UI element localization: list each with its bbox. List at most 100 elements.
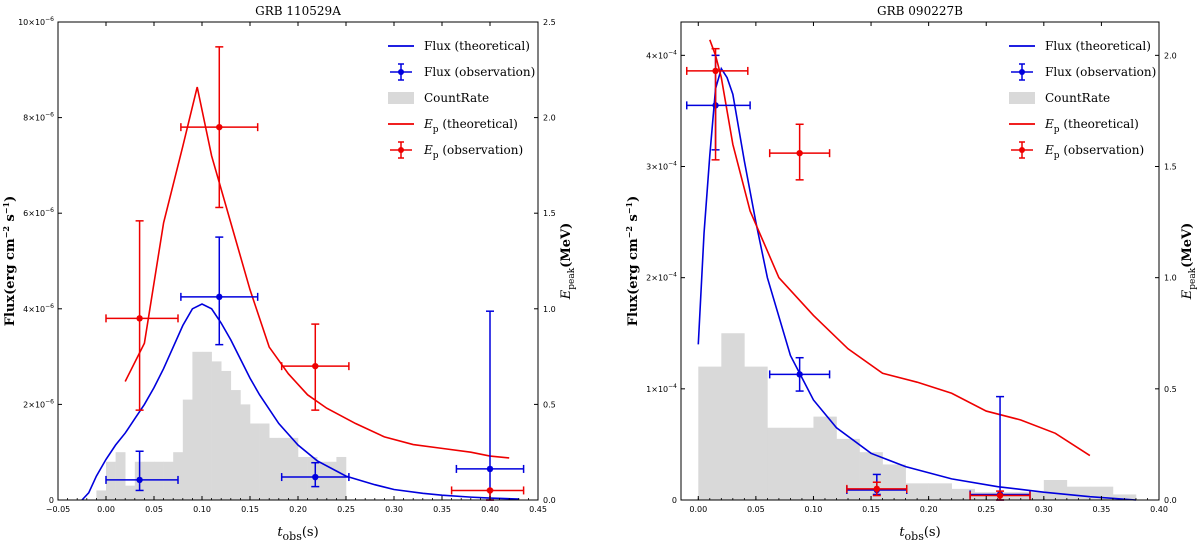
chart-title: GRB 110529A bbox=[255, 4, 341, 18]
countrate-bar bbox=[278, 437, 289, 500]
countrate-bar bbox=[115, 452, 126, 500]
y2-tick-label: 2.5 bbox=[543, 18, 556, 27]
ep-observation-point bbox=[686, 47, 749, 161]
countrate-bar bbox=[154, 461, 164, 500]
x-tick-label: 0.15 bbox=[241, 505, 259, 514]
x-tick-label: 0.10 bbox=[193, 505, 211, 514]
legend-entry-label: Ep (observation) bbox=[1044, 143, 1144, 161]
y2-tick-label: 0.0 bbox=[543, 496, 556, 505]
legend: Flux (theoretical) Flux (observation) Coun… bbox=[1009, 39, 1156, 161]
y-tick-label: 2×10−4 bbox=[646, 272, 677, 283]
y-tick-label: 0 bbox=[672, 496, 677, 505]
flux-observation-point bbox=[180, 236, 259, 346]
flux-observation-point bbox=[969, 395, 1031, 501]
countrate-bar bbox=[790, 427, 814, 500]
legend-entry-label: Ep (observation) bbox=[423, 143, 523, 161]
countrate-bar bbox=[836, 438, 860, 500]
x-axis-label: tobs(s) bbox=[277, 525, 318, 543]
countrate-bar bbox=[1066, 486, 1091, 500]
y2-tick-label: 2.0 bbox=[1164, 51, 1177, 60]
countrate-bar bbox=[288, 437, 299, 500]
countrate-bar bbox=[1020, 492, 1045, 500]
y2-tick-label: 1.5 bbox=[1164, 163, 1177, 172]
x-tick-label: 0.20 bbox=[289, 505, 307, 514]
flux-observation-point-marker bbox=[216, 293, 223, 301]
x-tick-label: −0.05 bbox=[46, 505, 71, 514]
legend-errorbar-marker bbox=[1019, 69, 1025, 75]
y2-axis-label: Epeak(MeV) bbox=[559, 223, 577, 300]
y-tick-label: 3×10−4 bbox=[646, 161, 677, 172]
countrate-bar bbox=[298, 456, 308, 500]
x-tick-label: 0.15 bbox=[862, 505, 880, 514]
y-tick-label: 6×10−6 bbox=[23, 207, 54, 218]
x-tick-label: 0.30 bbox=[385, 505, 403, 514]
chart-title: GRB 090227B bbox=[877, 4, 963, 18]
y-tick-label: 1×10−4 bbox=[646, 383, 677, 394]
legend-errorbar-marker bbox=[398, 69, 404, 75]
y2-tick-label: 0.5 bbox=[1164, 385, 1177, 394]
flux-observation-point-marker bbox=[486, 465, 494, 473]
ep-observation-point-marker bbox=[486, 487, 494, 494]
countrate-bar bbox=[744, 366, 768, 500]
legend: Flux (theoretical) Flux (observation) Coun… bbox=[388, 39, 535, 161]
ep-observation-point-marker bbox=[216, 123, 223, 131]
y2-tick-label: 1.0 bbox=[1164, 274, 1177, 283]
legend-entry-label: Ep (theoretical) bbox=[423, 117, 518, 135]
y-tick-label: 0 bbox=[49, 496, 54, 505]
countrate-bar bbox=[259, 423, 270, 500]
x-tick-label: 0.00 bbox=[97, 505, 115, 514]
flux-theoretical-line bbox=[81, 303, 519, 501]
x-tick-label: 0.35 bbox=[433, 505, 451, 514]
x-tick-label: 0.05 bbox=[747, 505, 765, 514]
countrate-bar bbox=[813, 416, 837, 500]
y-tick-label: 4×10−4 bbox=[646, 49, 677, 60]
ep-observation-point-marker bbox=[136, 315, 143, 322]
countrate-bar bbox=[767, 427, 791, 500]
countrate-bar bbox=[317, 461, 328, 500]
y-axis-label: Flux(erg cm−2 s−1) bbox=[1, 196, 18, 327]
x-tick-label: 0.30 bbox=[1035, 505, 1053, 514]
y-tick-label: 4×10−6 bbox=[23, 303, 54, 314]
y-tick-label: 8×10−6 bbox=[23, 112, 54, 123]
legend-entry-label: Flux (observation) bbox=[424, 65, 535, 79]
legend-entry-label: Flux (observation) bbox=[1045, 65, 1156, 79]
flux-observation-point-marker bbox=[136, 476, 143, 484]
flux-theoretical-line bbox=[697, 66, 1137, 501]
x-tick-label: 0.25 bbox=[337, 505, 355, 514]
chart-panel-1: −0.05 0.00 0.05 0.10 0.15 0.20 0.25 0.30 0.35 0.4… bbox=[1, 4, 577, 543]
ep-observation-point bbox=[105, 220, 179, 411]
x-axis-label: tobs(s) bbox=[899, 525, 940, 543]
y2-tick-label: 0.0 bbox=[1164, 496, 1177, 505]
y-axis-label: Flux(erg cm−2 s−1) bbox=[624, 196, 641, 327]
x-tick-label: 0.20 bbox=[920, 505, 938, 514]
y2-tick-label: 0.5 bbox=[543, 400, 556, 409]
countrate-bar bbox=[336, 456, 347, 500]
legend-errorbar-marker bbox=[1019, 147, 1025, 153]
countrate-bar bbox=[1043, 479, 1068, 500]
x-tick-label: 0.10 bbox=[805, 505, 823, 514]
ep-observation-point-marker bbox=[873, 485, 881, 493]
countrate-bar bbox=[905, 483, 929, 500]
y2-axis-label: Epeak(MeV) bbox=[1180, 223, 1198, 300]
legend-patch bbox=[1009, 92, 1035, 104]
ep-observation-point-marker bbox=[996, 492, 1004, 499]
y-tick-label: 10×10−6 bbox=[18, 16, 54, 27]
y-tick-label: 2×10−6 bbox=[23, 398, 54, 409]
ep-theoretical-line bbox=[709, 39, 1091, 457]
countrate-bar bbox=[882, 464, 906, 500]
countrate-bar bbox=[250, 423, 260, 500]
countrate-bar bbox=[221, 370, 232, 500]
countrate-bar bbox=[240, 404, 251, 500]
ep-theoretical-line bbox=[124, 86, 510, 459]
x-tick-label: 0.40 bbox=[1150, 505, 1168, 514]
countrate-bar bbox=[230, 390, 241, 500]
legend-entry-label: Flux (theoretical) bbox=[424, 39, 530, 53]
x-tick-label: 0.25 bbox=[977, 505, 995, 514]
chart-panel-2: 0.00 0.05 0.10 0.15 0.20 0.25 0.30 0.35 0.40 0 1×1… bbox=[624, 4, 1198, 543]
countrate-bar bbox=[211, 361, 222, 500]
countrate-bar bbox=[163, 461, 174, 500]
countrate-bar bbox=[698, 366, 722, 500]
x-tick-label: 0.35 bbox=[1093, 505, 1111, 514]
countrate-bar bbox=[951, 488, 976, 500]
